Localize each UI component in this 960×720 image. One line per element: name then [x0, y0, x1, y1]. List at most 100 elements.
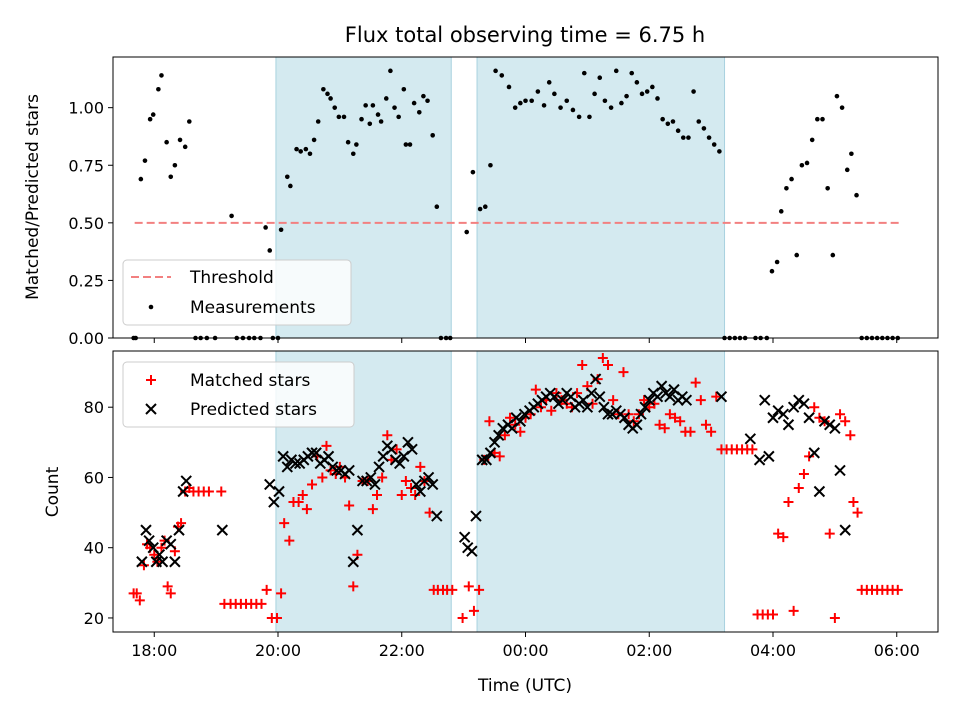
- matched-star-marker: [293, 497, 304, 508]
- matched-star-marker: [406, 482, 417, 493]
- measurement-point: [570, 107, 576, 113]
- measurement-point: [367, 121, 373, 127]
- predicted-stars-points: [136, 373, 851, 568]
- matched-star-marker: [372, 490, 382, 501]
- measurement-point: [294, 146, 299, 152]
- predicted-star-marker: [484, 447, 497, 459]
- measurement-point: [150, 112, 156, 117]
- matched-star-marker: [203, 486, 214, 497]
- matched-star-marker: [457, 612, 468, 623]
- matched-star-marker: [447, 584, 458, 595]
- measurement-point: [576, 114, 582, 120]
- matched-star-marker: [814, 412, 825, 423]
- measurement-point: [172, 162, 178, 168]
- measurement-point: [558, 105, 563, 110]
- measurement-point: [138, 176, 144, 182]
- matched-star-marker: [505, 412, 516, 423]
- predicted-star-marker: [169, 556, 181, 568]
- measurement-point: [288, 183, 293, 189]
- matched-star-marker: [685, 426, 696, 437]
- matched-star-marker: [695, 395, 706, 406]
- matched-star-marker: [639, 395, 650, 406]
- measurement-point: [363, 103, 368, 108]
- predicted-star-marker: [393, 457, 406, 470]
- matched-star-marker: [276, 588, 287, 599]
- predicted-star-marker: [177, 485, 189, 498]
- predicted-star-marker: [787, 401, 800, 413]
- measurement-point: [298, 149, 303, 154]
- measurement-point: [488, 162, 493, 168]
- matched-star-marker: [138, 560, 149, 571]
- matched-star-marker: [618, 367, 629, 378]
- matched-star-marker: [156, 542, 167, 553]
- matched-star-marker: [216, 486, 227, 497]
- top-axis-ticks: 0.00 0.25 0.50 0.75 1.00: [68, 99, 898, 348]
- measurement-point: [815, 116, 820, 122]
- matched-star-marker: [809, 402, 820, 413]
- measurement-point: [799, 162, 805, 168]
- matched-star-marker: [840, 416, 851, 427]
- bottom-axis-ticks: 20 40 60 80 18:00 20:00 22:00 00:00 02:00 04:00 06…: [84, 398, 920, 660]
- x-tick-label: 04:00: [750, 641, 796, 660]
- measurement-point: [613, 68, 619, 74]
- predicted-star-marker: [273, 485, 285, 498]
- measurement-point: [839, 105, 845, 110]
- top-panel: 0.00 0.25 0.50 0.75 1.00 Matched/Predicted s…: [23, 56, 939, 348]
- measurement-point: [499, 73, 505, 78]
- predicted-star-marker: [824, 419, 836, 431]
- predicted-star-marker: [585, 387, 598, 399]
- measurement-point: [464, 229, 470, 235]
- matched-star-marker: [325, 465, 336, 476]
- measurement-point: [284, 174, 290, 180]
- matched-star-marker: [396, 490, 407, 501]
- predicted-star-marker: [347, 556, 359, 568]
- measurement-point: [564, 98, 570, 104]
- measurement-point: [820, 116, 825, 122]
- predicted-star-marker: [369, 478, 381, 491]
- predicted-star-marker: [744, 433, 757, 445]
- matched-star-marker: [546, 405, 557, 416]
- bottom-legend: Matched stars Predicted stars: [122, 361, 355, 428]
- measurement-point: [482, 204, 488, 210]
- matched-star-marker: [271, 612, 282, 623]
- measurement-point: [182, 144, 188, 150]
- measurement-point: [512, 105, 518, 110]
- measurement-point: [804, 160, 810, 166]
- measurement-point: [416, 109, 422, 115]
- matched-star-marker: [597, 353, 608, 364]
- matched-star-marker: [484, 416, 495, 427]
- legend-threshold-label: Threshold: [189, 268, 274, 288]
- measurement-point: [696, 119, 702, 124]
- predicted-star-marker: [488, 436, 501, 449]
- predicted-star-marker: [813, 485, 826, 498]
- predicted-star-marker: [406, 443, 418, 456]
- measurement-point: [278, 227, 284, 233]
- legend-predicted-label: Predicted stars: [190, 400, 317, 420]
- matched-star-marker: [162, 581, 173, 592]
- predicted-star-marker: [556, 394, 569, 406]
- predicted-star-marker: [289, 457, 302, 470]
- measurement-point: [267, 248, 273, 253]
- measurement-point: [229, 213, 234, 219]
- measurement-point: [809, 137, 815, 143]
- measurement-point: [706, 135, 712, 140]
- y-tick-label: 0.25: [68, 271, 104, 290]
- matched-star-marker: [603, 360, 613, 371]
- matched-star-marker: [344, 500, 355, 511]
- predicted-star-marker: [281, 461, 293, 473]
- measurement-point: [650, 84, 655, 90]
- predicted-star-marker: [140, 524, 152, 536]
- measurement-point: [383, 96, 389, 101]
- measurement-point: [665, 121, 671, 127]
- measurement-point: [546, 80, 552, 85]
- x-tick-label: 02:00: [626, 641, 672, 660]
- measurement-point: [421, 93, 426, 99]
- measurement-point: [354, 142, 359, 147]
- predicted-star-marker: [639, 401, 651, 413]
- matched-star-marker: [499, 430, 510, 441]
- matched-star-marker: [494, 451, 505, 462]
- legend-measurement-swatch: [148, 304, 154, 310]
- measurement-point: [634, 80, 640, 85]
- measurement-point: [396, 114, 401, 120]
